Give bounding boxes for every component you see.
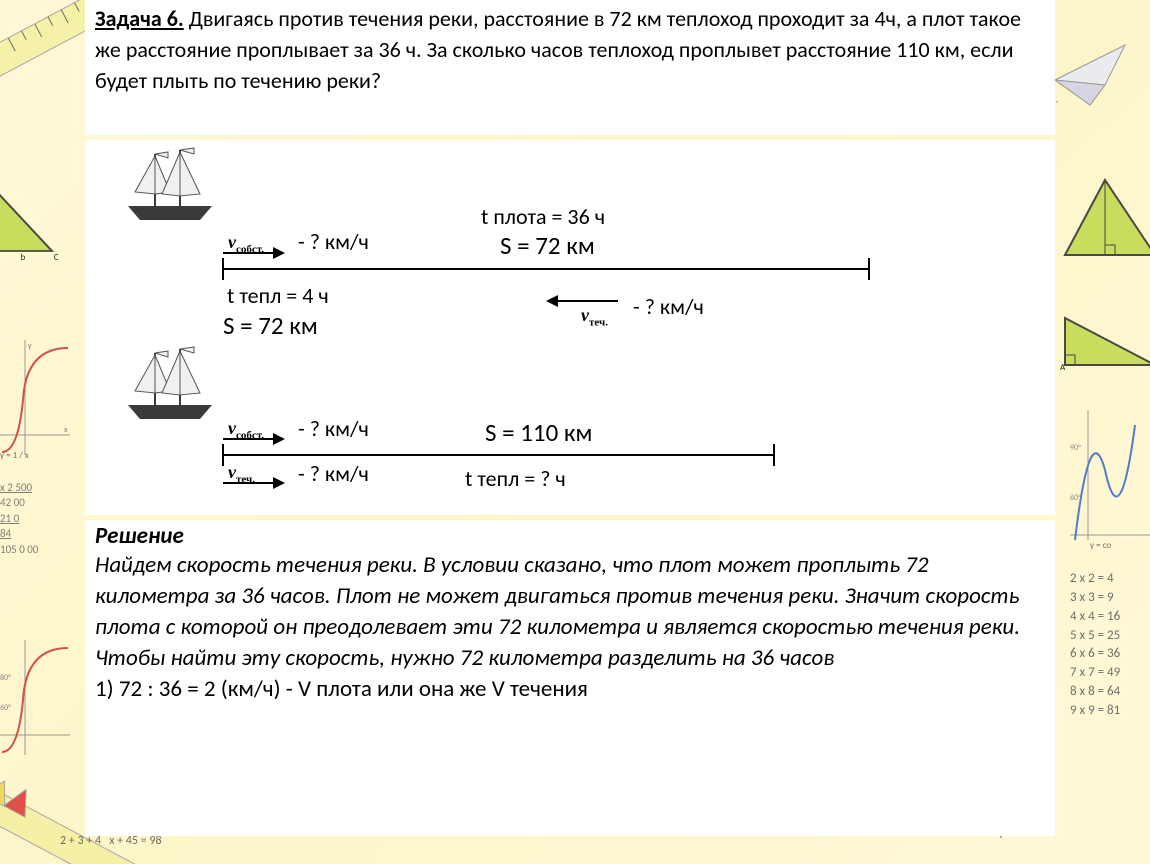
v-sobst-unknown-1: - ? км/ч (298, 228, 369, 255)
rail-left-tick-2 (222, 444, 224, 466)
graph-decoration-right-1: y = co 90° 60° (1070, 410, 1150, 550)
problem-statement-box: Задача 6. Двигаясь против течения реки, … (85, 0, 1055, 135)
rail-line-1 (222, 268, 870, 270)
t-tepl-label-2: t тепл = ? ч (465, 465, 566, 492)
s-tepl-label-1: S = 72 км (223, 310, 318, 341)
t-tepl-prefix: t тепл = (465, 465, 540, 492)
graph-decoration-left-1: y x y = 1 / x (0, 340, 70, 460)
svg-text:y = 1 / x: y = 1 / x (0, 450, 29, 460)
svg-text:A: A (1060, 362, 1066, 370)
problem-body: Двигаясь против течения реки, расстояние… (95, 5, 1021, 94)
v-tech-arrow-1 (548, 300, 618, 302)
paper-plane-icon (1050, 40, 1130, 110)
svg-text:60°: 60° (0, 703, 11, 713)
solution-body: Найдем скорость течения реки. В условии … (95, 550, 1045, 674)
svg-text:90°: 90° (1070, 443, 1081, 453)
svg-text:C: C (54, 252, 59, 260)
solution-step-1: 1) 72 : 36 = 2 (км/ч) - V плота или она … (95, 674, 1045, 705)
problem-diagram: vсобст. - ? км/ч t плота = 36 ч S = 72 к… (85, 140, 1055, 515)
arithmetic-decoration-bottom-left: 2 + 3 + 4 x + 45 = 98 (60, 834, 220, 864)
svg-text:60°: 60° (1070, 493, 1081, 503)
t-tepl-label-1: t тепл = 4 ч (227, 282, 329, 309)
v-tech-arrow-2 (223, 482, 283, 484)
question-mark-icon: ? (540, 465, 550, 492)
solution-box: Решение Найдем скорость течения реки. В … (85, 520, 1055, 836)
rail-line-2 (222, 454, 775, 456)
v-sobst-arrow-1 (223, 252, 283, 254)
svg-text:b: b (21, 252, 26, 260)
v-sobst-arrow-2 (223, 438, 283, 440)
v-sobst-unknown-2: - ? км/ч (298, 415, 369, 442)
rail-left-tick-1 (222, 258, 224, 280)
v-tech-unknown-2: - ? км/ч (298, 460, 369, 487)
triangle-decoration-right-2: AC (1060, 310, 1150, 370)
v-tech-label-1: vтеч. (581, 305, 608, 329)
svg-text:80°: 80° (0, 673, 11, 683)
triangle-decoration-top-right (1060, 170, 1150, 260)
problem-text: Задача 6. Двигаясь против течения реки, … (95, 4, 1045, 96)
solution-title: Решение (95, 522, 1045, 550)
rail-right-tick-2 (773, 444, 775, 466)
ship-icon (120, 343, 220, 421)
ship-icon (120, 144, 220, 222)
arithmetic-decoration-left: x 2 50042 0021 084105 0 00 (0, 480, 85, 600)
svg-text:y = co: y = co (1090, 540, 1111, 550)
rail-right-tick-1 (868, 258, 870, 280)
s-label-2: S = 110 км (485, 417, 592, 448)
v-tech-unknown-1: - ? км/ч (633, 293, 704, 320)
t-tepl-suffix: ч (550, 465, 565, 492)
svg-text:x: x (64, 425, 68, 435)
graph-decoration-left-2: 80° 60° (0, 640, 70, 760)
arithmetic-decoration-right: 2 x 2 = 43 x 3 = 94 x 4 = 165 x 5 = 256 … (1070, 570, 1150, 730)
diagram-box: vсобст. - ? км/ч t плота = 36 ч S = 72 к… (85, 140, 1055, 515)
s-plot-label: S = 72 км (500, 230, 595, 261)
t-plot-label: t плота = 36 ч (481, 203, 605, 230)
problem-title: Задача 6. (95, 5, 184, 32)
svg-text:y: y (28, 341, 32, 351)
triangle-decoration-top-left: ABC ab (0, 170, 70, 260)
